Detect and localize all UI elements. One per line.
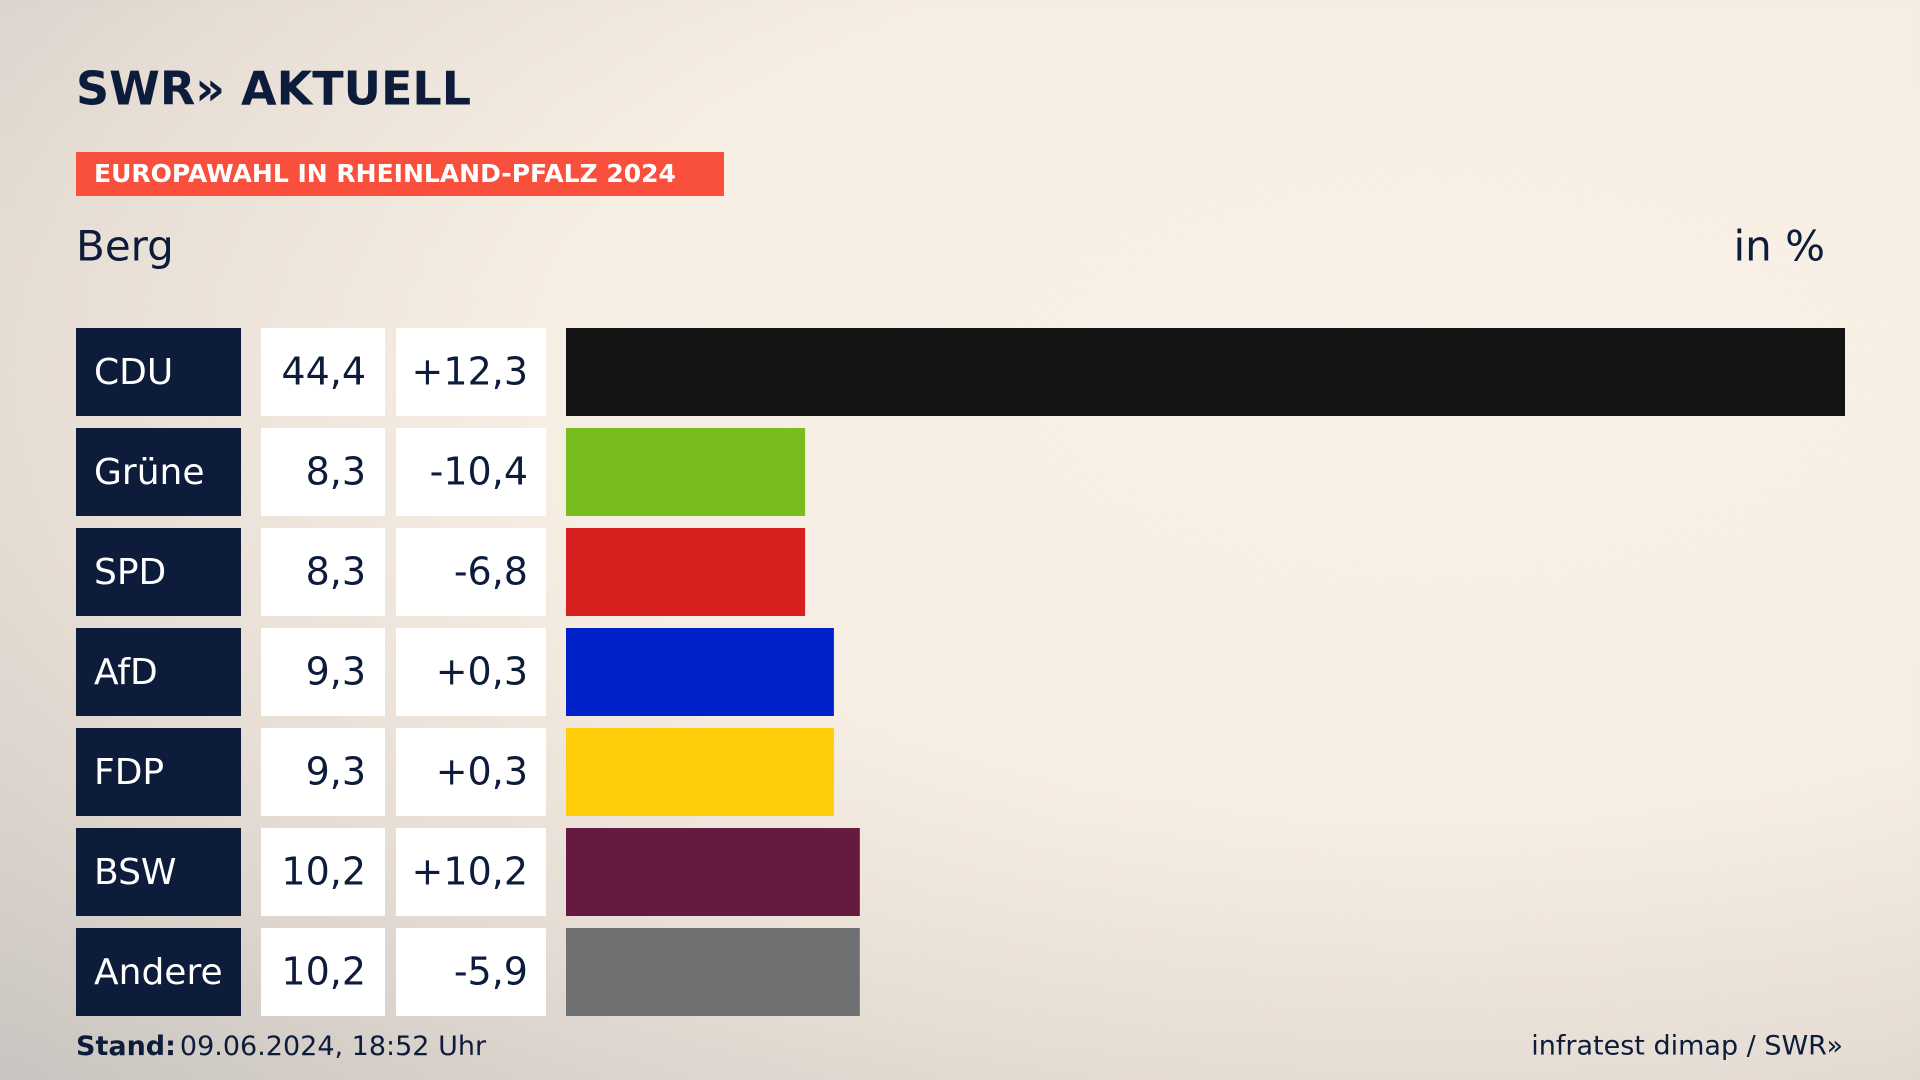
party-label: Grüne <box>94 452 204 493</box>
bar <box>566 928 860 1016</box>
value-box <box>261 928 385 1016</box>
value-box <box>261 628 385 716</box>
brand-logo: SWR» AKTUELL <box>76 62 471 116</box>
party-label: CDU <box>94 352 173 393</box>
change-box <box>396 728 546 816</box>
chart-title: Berg <box>76 222 174 271</box>
bar <box>566 528 806 616</box>
value-box <box>261 728 385 816</box>
change-box <box>396 828 546 916</box>
banner-text: EUROPAWAHL IN RHEINLAND-PFALZ 2024 <box>94 159 676 188</box>
value-box <box>261 328 385 416</box>
value-label: 8,3 <box>306 550 366 594</box>
change-label: +10,2 <box>412 850 528 894</box>
unit-label: in % <box>1733 222 1825 271</box>
change-label: +0,3 <box>436 650 528 694</box>
bar <box>566 728 834 816</box>
stand-value: 09.06.2024, 18:52 Uhr <box>180 1031 487 1062</box>
value-label: 10,2 <box>281 950 366 994</box>
change-box <box>396 928 546 1016</box>
value-box <box>261 828 385 916</box>
change-label: +0,3 <box>436 750 528 794</box>
stand-label: Stand: <box>76 1031 176 1062</box>
value-label: 8,3 <box>306 450 366 494</box>
party-box <box>76 328 241 416</box>
party-label: FDP <box>94 752 164 793</box>
party-box <box>76 928 241 1016</box>
bar <box>566 828 860 916</box>
value-box <box>261 528 385 616</box>
footer-stand: Stand: 09.06.2024, 18:52 Uhr <box>76 1031 487 1062</box>
party-box <box>76 428 241 516</box>
value-label: 44,4 <box>281 350 366 394</box>
value-label: 9,3 <box>306 750 366 794</box>
change-label: -10,4 <box>430 450 528 494</box>
change-label: +12,3 <box>412 350 528 394</box>
change-box <box>396 528 546 616</box>
party-box <box>76 628 241 716</box>
change-box <box>396 428 546 516</box>
change-box <box>396 328 546 416</box>
value-box <box>261 428 385 516</box>
change-label: -6,8 <box>454 550 528 594</box>
banner-bg <box>76 152 724 196</box>
bar <box>566 628 834 716</box>
change-label: -5,9 <box>454 950 528 994</box>
party-box <box>76 828 241 916</box>
value-label: 9,3 <box>306 650 366 694</box>
bar <box>566 428 806 516</box>
party-label: AfD <box>94 652 158 693</box>
bar <box>566 328 1845 416</box>
party-box <box>76 528 241 616</box>
party-box <box>76 728 241 816</box>
party-label: SPD <box>94 552 166 593</box>
party-label: BSW <box>94 852 177 893</box>
change-box <box>396 628 546 716</box>
footer-source: infratest dimap / SWR» <box>1531 1031 1843 1062</box>
value-label: 10,2 <box>281 850 366 894</box>
party-label: Andere <box>94 952 223 993</box>
